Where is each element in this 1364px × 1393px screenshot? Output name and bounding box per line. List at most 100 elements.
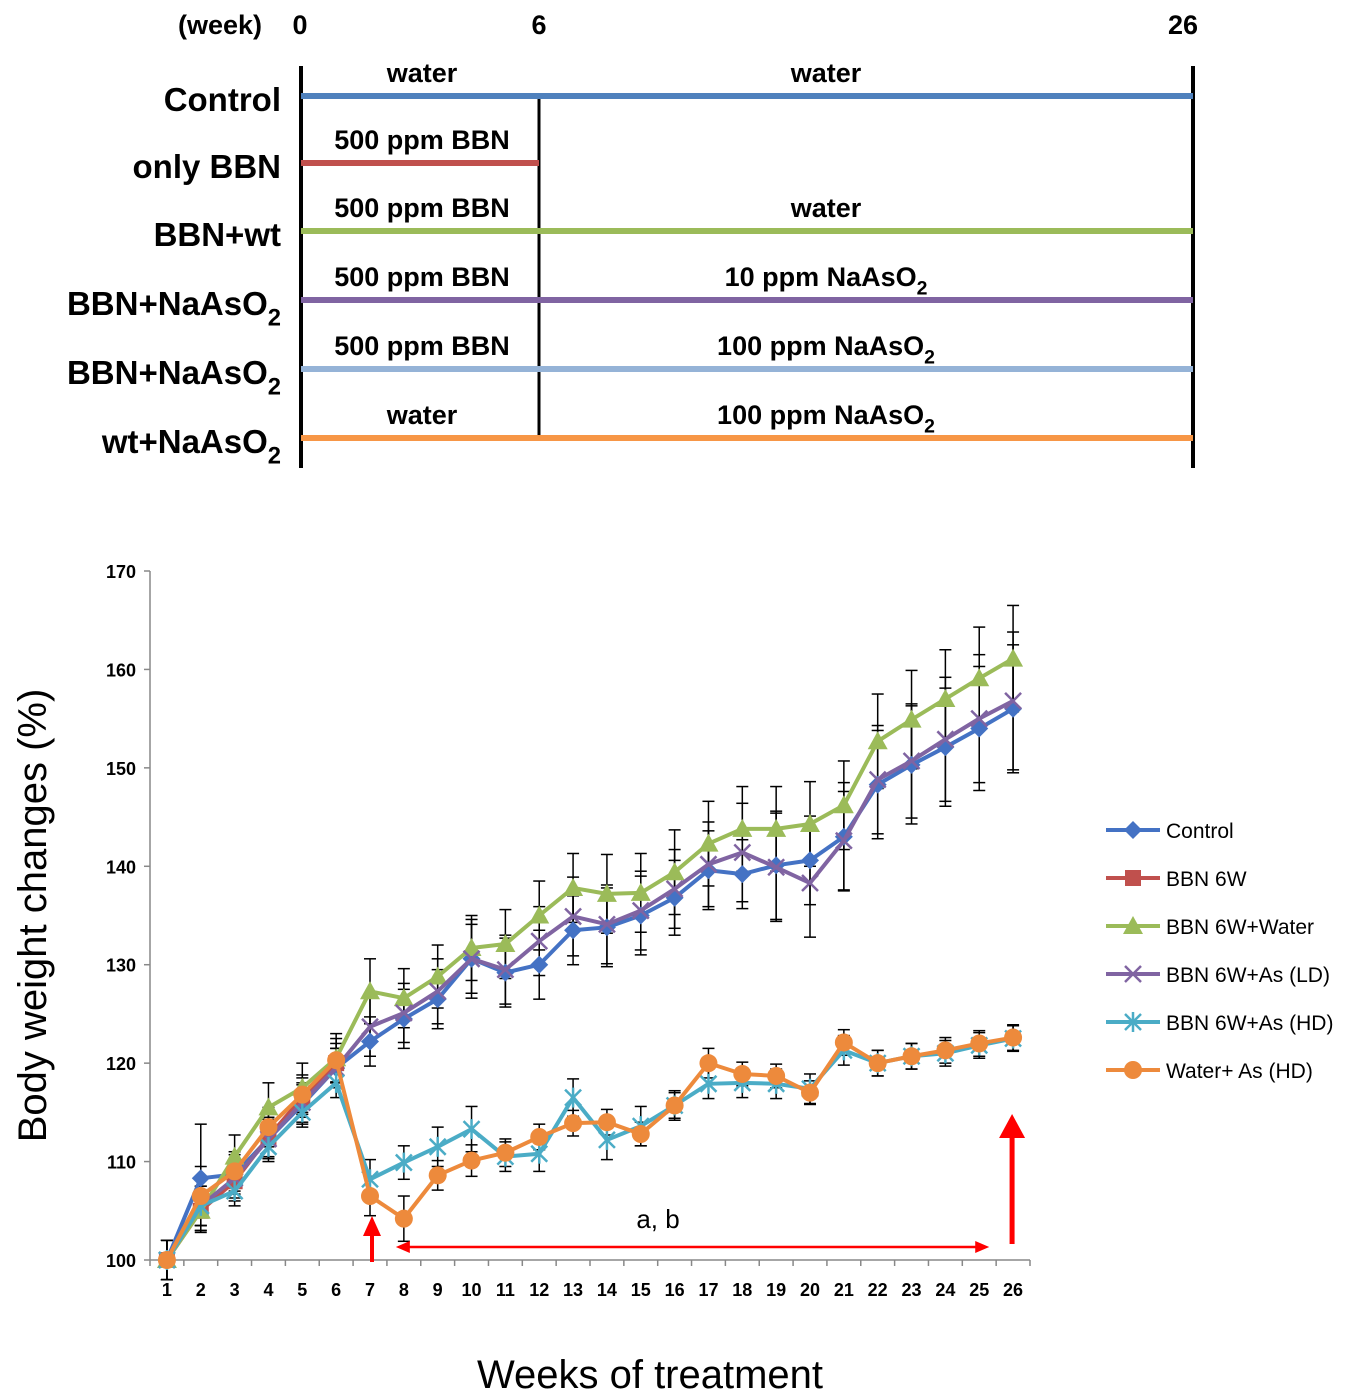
legend-swatch-marker <box>1125 870 1141 886</box>
week-tick-26: 26 <box>1168 10 1198 40</box>
data-point <box>529 905 550 924</box>
schedule-seg1-0: water <box>386 58 458 88</box>
data-point <box>733 1064 752 1083</box>
data-point <box>428 1166 447 1185</box>
schedule-row-label-2: BBN+wt <box>154 216 281 253</box>
y-tick-label-100: 100 <box>106 1251 136 1271</box>
series-line-5 <box>165 1035 1014 1261</box>
x-tick-label-1: 1 <box>162 1280 172 1300</box>
data-point <box>665 880 684 898</box>
data-point <box>598 915 616 934</box>
data-point <box>361 1032 379 1051</box>
y-axis-title: Body weight changes (%) <box>11 689 55 1143</box>
x-tick-label-4: 4 <box>263 1280 273 1300</box>
legend-label-0: Control <box>1166 820 1234 843</box>
data-point <box>767 1066 786 1085</box>
data-point <box>496 1143 515 1162</box>
schedule-row-label-4: BBN+NaAsO2 <box>67 354 281 401</box>
data-point <box>733 843 752 862</box>
x-tick-label-10: 10 <box>462 1280 482 1300</box>
legend-swatch-marker <box>1124 821 1142 839</box>
legend-item-0: Control <box>1106 820 1234 843</box>
data-point <box>225 1181 244 1202</box>
data-point <box>733 865 752 884</box>
data-point <box>191 1187 210 1206</box>
data-point <box>427 966 448 985</box>
week-label: (week) <box>178 10 262 40</box>
data-point <box>936 730 955 749</box>
data-point <box>394 1209 413 1228</box>
data-point <box>834 1033 853 1052</box>
data-point <box>901 709 922 728</box>
data-point <box>563 877 584 896</box>
x-tick-label-11: 11 <box>496 1280 515 1300</box>
data-point <box>564 921 583 940</box>
series-5 <box>157 1028 1023 1269</box>
data-point <box>698 833 719 852</box>
schedule-row-label-5: wt+NaAsO2 <box>101 423 281 470</box>
legend-swatch-marker <box>1124 1012 1142 1032</box>
data-point <box>530 1143 549 1164</box>
schedule-seg1-2: 500 ppm BBN <box>334 193 510 223</box>
x-tick-label-13: 13 <box>563 1280 583 1300</box>
data-point <box>801 874 819 892</box>
legend-swatch-marker <box>1123 916 1143 934</box>
series-line-4 <box>165 1036 1014 1262</box>
schedule-seg2-2: water <box>790 193 862 223</box>
x-tick-label-9: 9 <box>433 1280 443 1300</box>
x-tick-label-15: 15 <box>631 1280 651 1300</box>
data-point <box>969 668 990 687</box>
schedule-seg1-4: 500 ppm BBN <box>334 331 510 361</box>
data-point <box>1004 1028 1023 1047</box>
data-point <box>428 982 447 1001</box>
data-point <box>699 855 718 874</box>
data-point <box>935 688 956 707</box>
y-tick-label-120: 120 <box>106 1054 136 1074</box>
range-arrow-right-head <box>975 1241 990 1253</box>
series-0 <box>157 699 1023 1269</box>
y-tick-label-150: 150 <box>106 759 136 779</box>
data-point <box>867 731 888 750</box>
data-point <box>630 882 651 901</box>
data-point <box>800 813 820 832</box>
x-tick-label-3: 3 <box>230 1280 240 1300</box>
x-tick-label-18: 18 <box>732 1280 752 1300</box>
data-point <box>496 960 515 979</box>
legend-swatch-marker <box>1124 1061 1142 1079</box>
x-tick-label-16: 16 <box>665 1280 685 1300</box>
data-point <box>191 1169 210 1188</box>
y-tick-label-170: 170 <box>106 562 136 582</box>
data-point <box>970 1034 989 1053</box>
data-point <box>699 1073 718 1094</box>
data-point <box>258 1097 279 1116</box>
legend-item-3: BBN 6W+As (LD) <box>1106 964 1330 987</box>
annotation-a-b: a, b <box>636 1204 679 1234</box>
legend-item-2: BBN 6W+Water <box>1106 916 1314 939</box>
data-point <box>564 1114 583 1133</box>
data-point <box>293 1102 312 1123</box>
data-point <box>868 770 887 789</box>
treatment-schedule: (week) 0 6 26 Control water water only BBN 5… <box>67 10 1198 470</box>
data-point <box>225 1162 244 1181</box>
data-point <box>833 795 854 814</box>
series-4 <box>158 1028 1022 1270</box>
y-tick-label-160: 160 <box>106 660 136 680</box>
y-tick-label-130: 130 <box>106 956 136 976</box>
data-point <box>564 907 582 926</box>
legend-label-1: BBN 6W <box>1166 868 1247 891</box>
data-point <box>462 1151 481 1170</box>
legend-label-2: BBN 6W+Water <box>1166 916 1314 939</box>
data-point <box>631 901 650 920</box>
data-point <box>801 851 819 870</box>
week-tick-6: 6 <box>531 10 546 40</box>
x-tick-label-12: 12 <box>529 1280 549 1300</box>
x-tick-label-26: 26 <box>1003 1280 1023 1300</box>
schedule-row-label-1: only BBN <box>133 148 282 185</box>
data-point <box>665 1096 684 1115</box>
schedule-seg2-4: 100 ppm NaAsO2 <box>717 331 935 369</box>
schedule-seg1-3: 500 ppm BBN <box>334 262 510 292</box>
x-tick-label-14: 14 <box>597 1280 617 1300</box>
data-point <box>157 1251 176 1269</box>
schedule-row-label-3: BBN+NaAsO2 <box>67 285 281 332</box>
